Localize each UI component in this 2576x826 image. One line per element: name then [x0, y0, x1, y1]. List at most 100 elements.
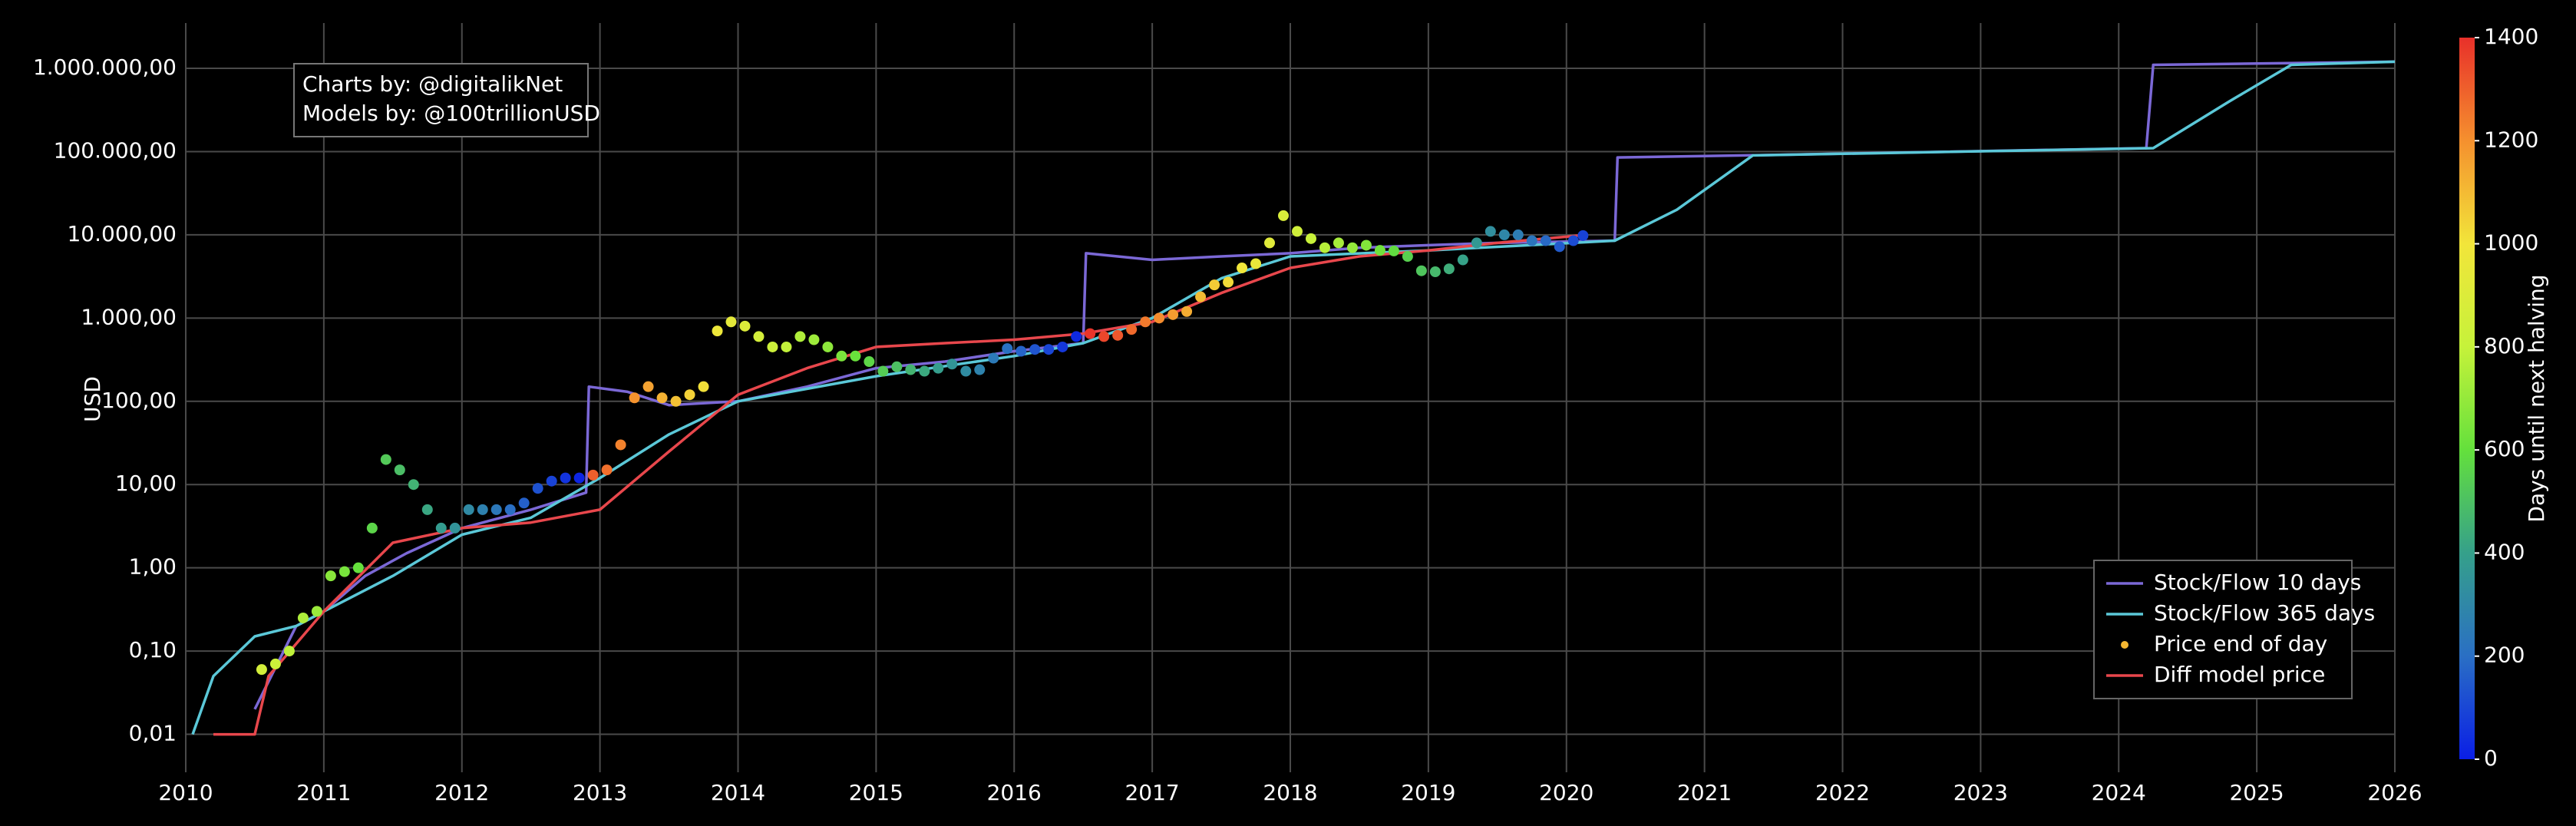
legend-label: Diff model price	[2154, 662, 2325, 687]
x-tick-label: 2011	[296, 780, 351, 805]
price-point	[256, 664, 267, 676]
y-tick-label: 100,00	[101, 388, 177, 413]
y-tick-label: 0,10	[129, 637, 177, 662]
price-point	[974, 364, 986, 375]
price-point	[1085, 328, 1096, 339]
series-line	[191, 60, 2396, 735]
y-tick-label: 1,00	[129, 554, 177, 580]
x-tick-label: 2014	[711, 780, 765, 805]
price-point	[546, 475, 557, 487]
price-point	[739, 320, 751, 332]
price-point	[753, 331, 765, 342]
price-point	[504, 504, 516, 515]
price-point	[1498, 229, 1510, 240]
price-point	[656, 392, 668, 404]
x-tick-label: 2010	[158, 780, 213, 805]
price-point	[1195, 291, 1207, 302]
price-point	[1223, 276, 1234, 288]
price-point	[698, 381, 709, 392]
x-tick-label: 2019	[1401, 780, 1455, 805]
colorbar-label: Days until next halving	[2524, 274, 2549, 522]
price-point	[380, 454, 391, 465]
price-point	[1016, 345, 1027, 357]
price-point	[1485, 226, 1496, 237]
price-point	[435, 522, 447, 534]
price-point	[988, 352, 999, 364]
price-point	[1029, 344, 1041, 355]
annotation: Models by: @100trillionUSD	[302, 101, 600, 126]
colorbar-tick-label: 0	[2484, 745, 2498, 771]
price-point	[1264, 237, 1276, 249]
legend-label: Stock/Flow 365 days	[2154, 600, 2375, 626]
price-point	[1057, 341, 1068, 352]
x-tick-label: 2023	[1953, 780, 2008, 805]
x-tick-label: 2018	[1263, 780, 1317, 805]
price-point	[477, 504, 488, 515]
price-point	[352, 562, 364, 573]
price-point	[836, 350, 847, 362]
x-tick-label: 2021	[1677, 780, 1732, 805]
price-point	[1140, 316, 1151, 328]
y-tick-label: 100.000,00	[54, 137, 177, 163]
price-point	[601, 464, 613, 476]
price-point	[960, 365, 972, 377]
price-point	[684, 389, 695, 401]
price-point	[587, 469, 599, 481]
price-point	[1471, 237, 1482, 249]
price-point	[1112, 329, 1124, 341]
x-tick-label: 2024	[2092, 780, 2146, 805]
price-point	[1554, 241, 1565, 253]
y-tick-label: 10.000,00	[67, 221, 177, 246]
price-point	[269, 658, 281, 669]
price-point	[1333, 237, 1344, 249]
price-point	[1237, 263, 1248, 274]
price-point	[311, 606, 322, 617]
colorbar	[2459, 38, 2475, 759]
price-point	[1577, 230, 1589, 241]
price-point	[670, 395, 682, 407]
price-point	[1567, 235, 1579, 246]
y-axis-label: USD	[80, 376, 105, 422]
price-point	[408, 479, 419, 491]
x-tick-label: 2025	[2229, 780, 2284, 805]
price-point	[1415, 265, 1427, 276]
price-point	[946, 358, 958, 370]
price-point	[712, 325, 723, 337]
x-tick-label: 2013	[573, 780, 627, 805]
price-point	[794, 331, 806, 342]
price-point	[1346, 242, 1358, 253]
annotation-box	[293, 63, 589, 137]
price-point	[877, 365, 889, 377]
price-point	[394, 464, 405, 476]
price-point	[339, 566, 350, 577]
price-point	[1278, 210, 1290, 221]
price-point	[1305, 233, 1316, 244]
price-point	[919, 365, 930, 377]
price-point	[532, 483, 543, 494]
price-point	[1181, 306, 1193, 317]
colorbar-tick-label: 1200	[2484, 127, 2538, 152]
price-point	[1540, 235, 1551, 246]
colorbar-tick-label: 800	[2484, 333, 2525, 358]
price-point	[1002, 343, 1013, 355]
price-point	[463, 504, 474, 515]
price-point	[905, 364, 916, 375]
price-point	[629, 392, 640, 404]
price-point	[1526, 235, 1537, 246]
price-point	[297, 612, 309, 623]
annotation: Charts by: @digitalikNet	[302, 71, 563, 97]
price-point	[822, 341, 834, 352]
x-tick-label: 2026	[2367, 780, 2422, 805]
price-point	[1154, 312, 1165, 324]
price-point	[1429, 266, 1441, 278]
price-point	[1250, 258, 1262, 269]
x-tick-label: 2017	[1125, 780, 1179, 805]
price-point	[1360, 240, 1372, 251]
price-point	[1457, 254, 1468, 266]
colorbar-tick-label: 400	[2484, 539, 2525, 564]
price-point	[449, 522, 461, 534]
price-point	[366, 522, 378, 534]
x-tick-label: 2020	[1539, 780, 1593, 805]
price-point	[325, 570, 336, 582]
